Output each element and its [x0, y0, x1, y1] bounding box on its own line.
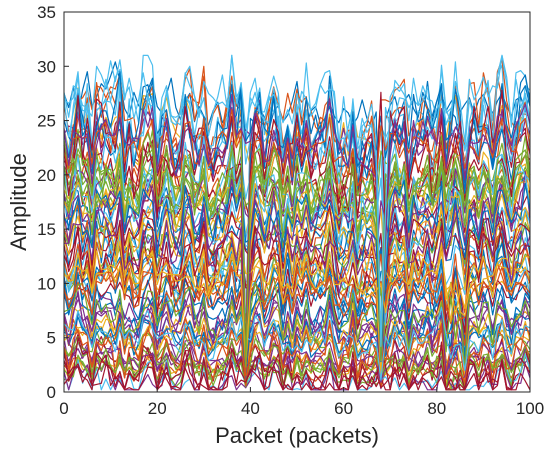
y-tick-label: 35 [37, 3, 56, 22]
series-line-87 [64, 251, 531, 365]
y-tick-label: 5 [47, 329, 56, 348]
series-line-66 [63, 201, 531, 376]
series-line-27 [63, 64, 531, 350]
x-axis-label: Packet (packets) [215, 423, 379, 448]
y-axis-label: Amplitude [6, 153, 31, 251]
series-line-79 [63, 260, 531, 377]
series-line-80 [63, 239, 531, 375]
plot-frame [63, 11, 531, 393]
x-tick-label: 0 [59, 399, 68, 418]
y-tick-label: 15 [37, 220, 56, 239]
series-line-58 [63, 317, 531, 387]
series-line-89 [63, 133, 531, 368]
series-line-37 [63, 354, 531, 391]
tick-layer: 0 20 40 60 80 100 0 5 10 15 20 25 30 35 [37, 3, 544, 418]
series-line-82 [63, 148, 531, 359]
y-tick-label: 20 [37, 166, 56, 185]
y-tick-label: 0 [47, 383, 56, 402]
x-tick-label: 100 [516, 399, 544, 418]
series-line-84 [63, 89, 531, 357]
x-tick-label: 80 [427, 399, 446, 418]
series-line-81 [64, 196, 531, 363]
series-line-56 [63, 337, 531, 391]
series-layer [63, 54, 531, 391]
series-line-90 [63, 54, 531, 347]
y-tick-label: 25 [37, 112, 56, 131]
series-line-78 [63, 71, 531, 360]
x-tick-label: 60 [334, 399, 353, 418]
y-tick-label: 30 [37, 57, 56, 76]
series-line-86 [63, 109, 531, 364]
series-line-83 [63, 306, 531, 381]
x-tick-label: 40 [241, 399, 260, 418]
x-tick-label: 20 [148, 399, 167, 418]
series-line-88 [63, 93, 531, 357]
y-tick-label: 10 [37, 274, 56, 293]
series-line-41 [63, 353, 531, 391]
series-line-77 [63, 350, 531, 391]
series-line-85 [63, 179, 531, 363]
